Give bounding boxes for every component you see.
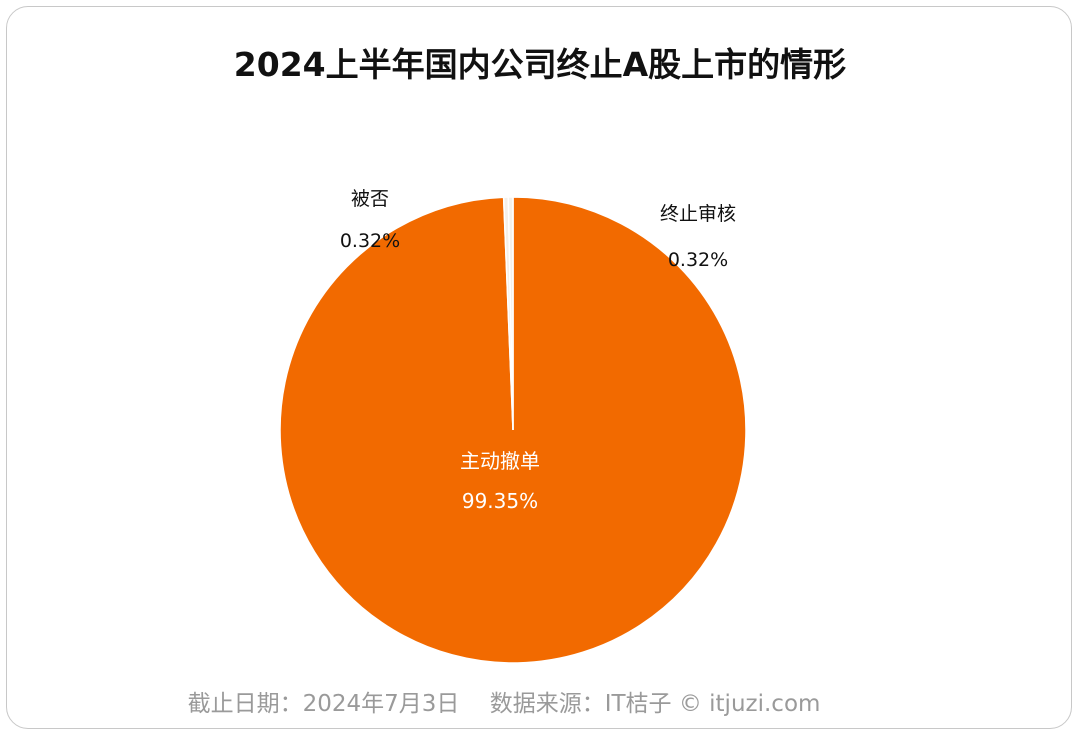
slice-label: 被否 <box>351 188 389 210</box>
slice-label: 终止审核 <box>660 203 736 225</box>
chart-title: 2024上半年国内公司终止A股上市的情形 <box>233 45 847 84</box>
slice-value-label: 0.32% <box>668 249 728 271</box>
slice-value-label: 0.32% <box>340 230 400 252</box>
slice-value-label: 99.35% <box>462 489 538 513</box>
slice-label: 主动撤单 <box>460 449 540 473</box>
footer-source: 截止日期：2024年7月3日 数据来源：IT桔子 © itjuzi.com <box>187 691 821 717</box>
pie-slice-2 <box>507 196 514 431</box>
chart-frame <box>6 6 1072 729</box>
